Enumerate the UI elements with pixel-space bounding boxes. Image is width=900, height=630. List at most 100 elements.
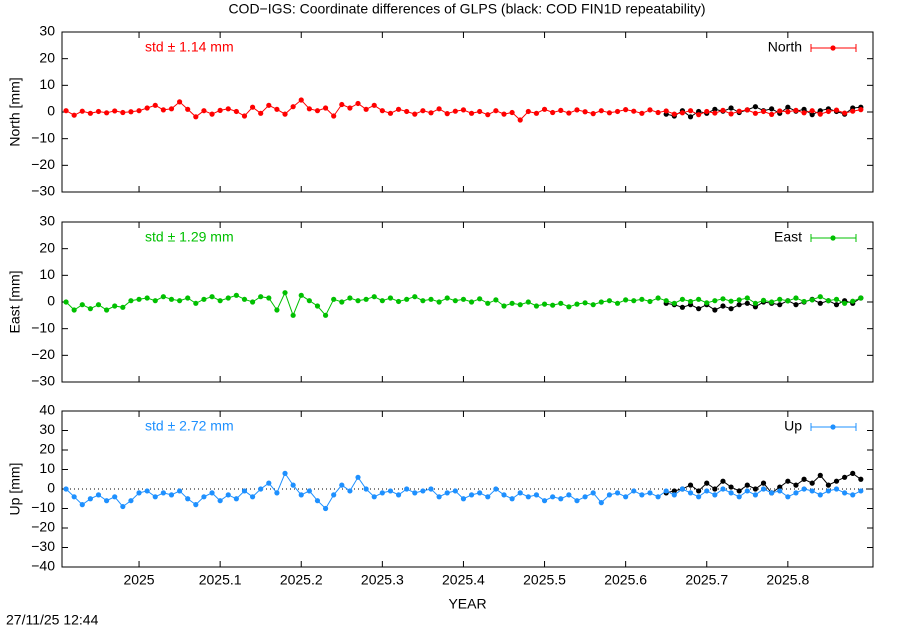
data-point (209, 490, 215, 496)
data-point (460, 296, 467, 302)
data-point (639, 110, 645, 116)
data-point (468, 299, 475, 305)
data-point (460, 496, 467, 502)
data-point (136, 490, 142, 496)
data-point (477, 490, 483, 496)
data-point (144, 295, 150, 301)
data-point (412, 111, 418, 117)
data-point (590, 490, 596, 496)
data-point (501, 492, 507, 498)
data-point (120, 109, 126, 116)
data-point (752, 110, 759, 116)
y-tick-label: 10 (39, 76, 55, 92)
data-point (477, 108, 483, 115)
data-point (339, 299, 345, 305)
data-point (387, 488, 394, 494)
data-point (452, 488, 458, 494)
x-tick-label: 2025.7 (685, 572, 728, 588)
data-point (777, 296, 783, 302)
data-point (160, 490, 166, 496)
data-point (331, 296, 337, 302)
data-point (842, 474, 848, 480)
data-point (509, 300, 515, 306)
data-point (566, 492, 572, 498)
data-point (850, 492, 856, 498)
data-point (412, 294, 418, 300)
data-point (533, 110, 540, 116)
data-point (241, 488, 248, 494)
data-point (809, 108, 815, 114)
y-axis-label: Up [mm] (7, 463, 23, 516)
data-point (306, 488, 312, 494)
data-point (793, 490, 799, 496)
data-point (850, 108, 856, 114)
data-point (501, 303, 507, 309)
legend-swatch (830, 235, 836, 241)
data-point (87, 306, 93, 312)
data-point (696, 488, 702, 494)
data-point (387, 295, 394, 301)
data-point (274, 106, 280, 112)
y-tick-label: 10 (39, 266, 55, 282)
data-point (623, 494, 629, 500)
data-point (606, 110, 613, 116)
data-point (590, 302, 596, 308)
data-point (128, 109, 134, 115)
x-tick-label: 2025.8 (766, 572, 809, 588)
data-point (404, 108, 410, 115)
x-tick-label: 2025 (123, 572, 154, 588)
data-point (136, 108, 142, 114)
data-point (712, 106, 718, 112)
data-point (282, 111, 288, 117)
data-point (176, 488, 183, 494)
data-point (485, 494, 491, 500)
data-point (720, 296, 726, 302)
data-point (517, 117, 523, 123)
data-point (201, 296, 207, 302)
data-point (258, 486, 264, 492)
legend-label: Up (784, 418, 802, 434)
data-point (671, 488, 677, 494)
data-point (444, 111, 450, 117)
y-tick-label: −30 (31, 373, 55, 389)
data-point (769, 106, 775, 112)
data-point (598, 108, 604, 114)
data-point (298, 97, 304, 103)
data-point (687, 108, 694, 114)
data-point (363, 106, 369, 112)
y-tick-label: −20 (31, 519, 55, 535)
data-point (598, 500, 604, 506)
data-point (679, 304, 686, 310)
data-point (817, 294, 823, 300)
data-point (193, 300, 199, 306)
data-point (769, 111, 775, 117)
data-point (176, 99, 183, 105)
data-point (485, 112, 491, 118)
data-point (420, 108, 426, 114)
data-point (185, 295, 191, 301)
data-point (647, 298, 653, 305)
data-point (290, 482, 296, 488)
data-point (777, 108, 783, 114)
data-point (452, 108, 458, 114)
data-point (817, 300, 823, 306)
data-point (582, 494, 588, 500)
data-point (160, 294, 166, 300)
data-point (233, 108, 239, 115)
data-point (104, 307, 110, 313)
data-point (655, 109, 661, 116)
data-point (152, 298, 158, 304)
data-point (241, 296, 248, 302)
data-point (550, 302, 556, 308)
data-point (128, 298, 134, 304)
y-tick-label: 30 (39, 213, 55, 229)
data-point (785, 298, 791, 304)
std-annotation: std ± 2.72 mm (145, 418, 234, 434)
data-point (760, 480, 767, 486)
data-point (79, 302, 85, 308)
data-point (850, 298, 856, 304)
data-point (558, 496, 564, 502)
data-point (712, 298, 718, 304)
data-point (217, 298, 223, 304)
data-point (436, 494, 442, 500)
